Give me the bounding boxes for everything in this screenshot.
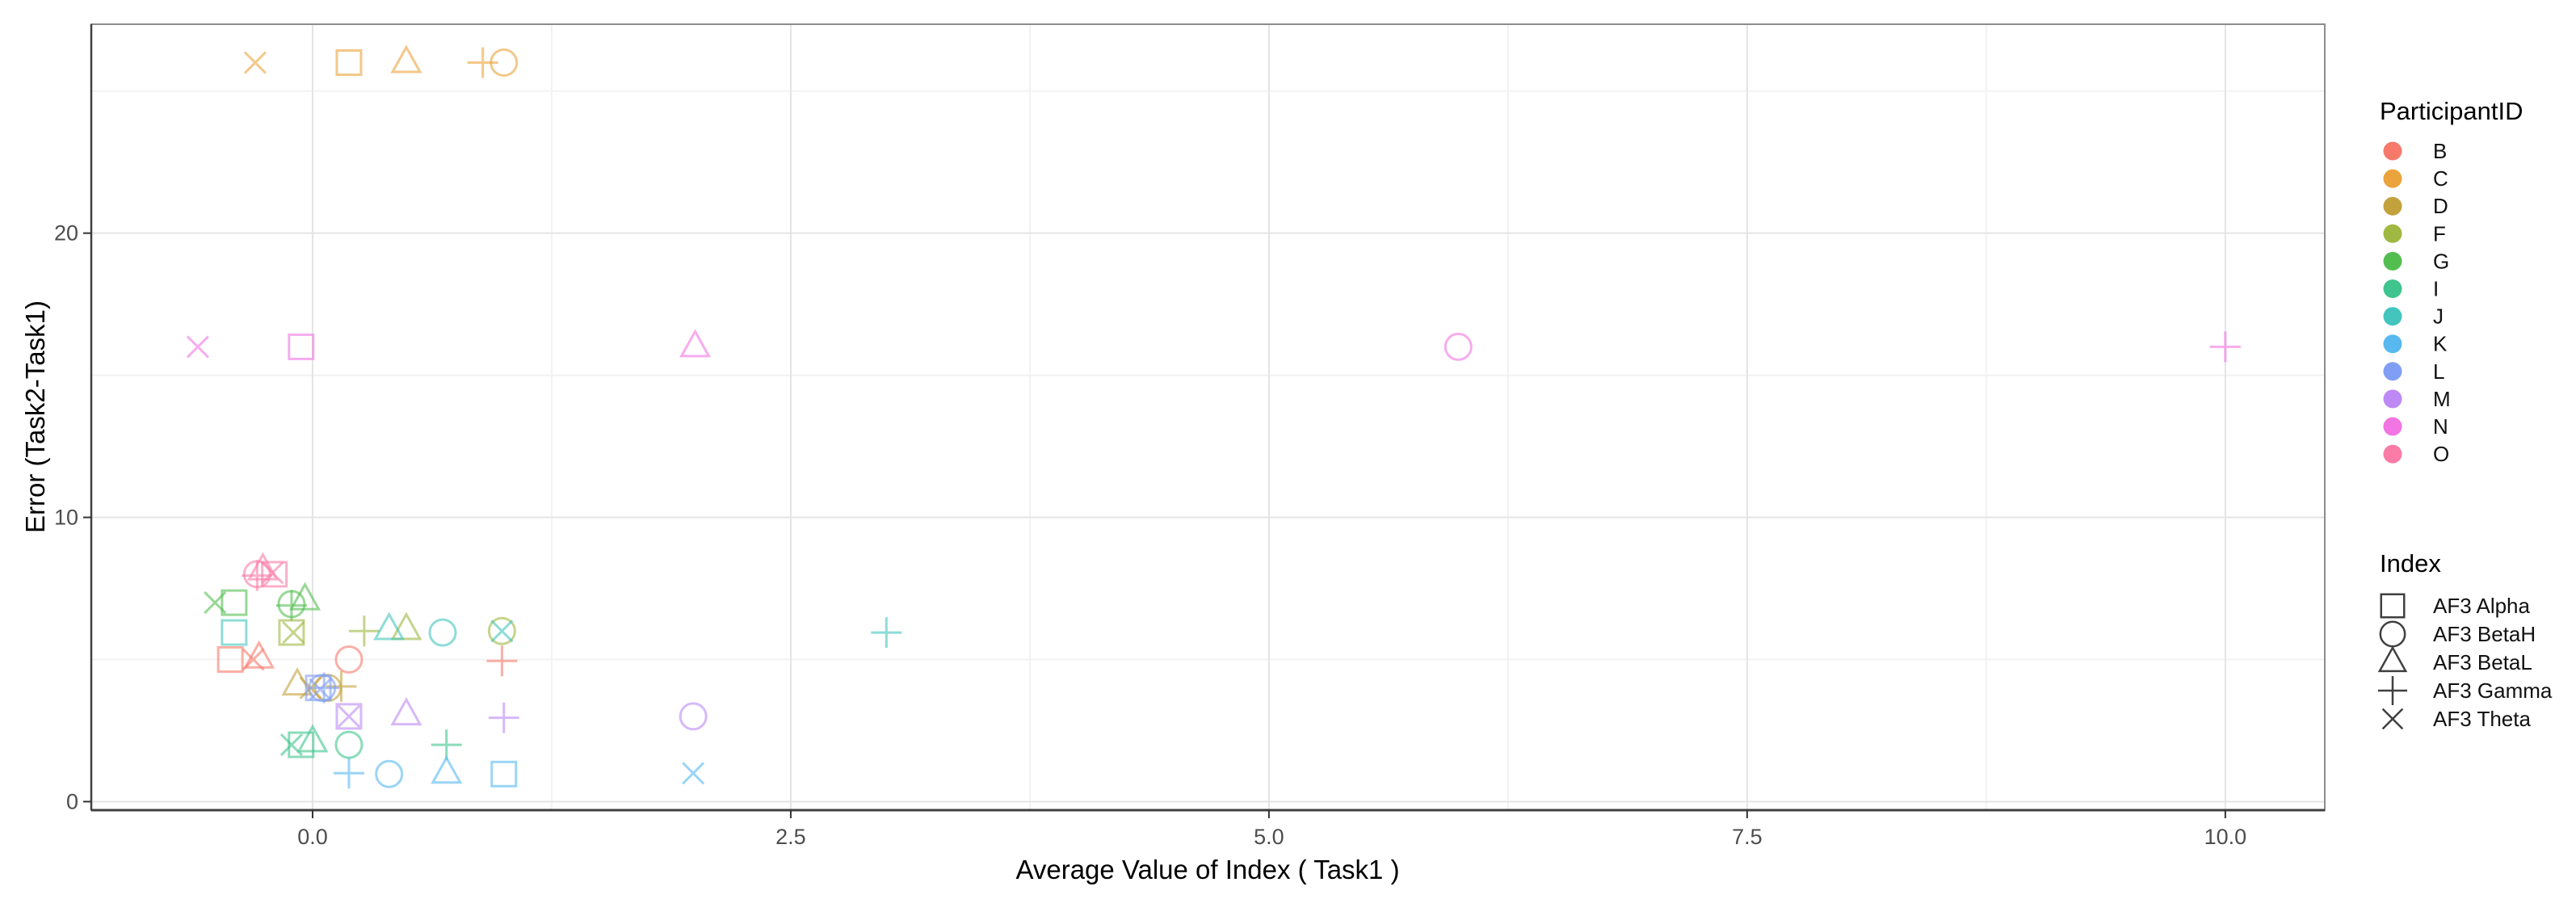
legend-color-swatch (2383, 389, 2402, 409)
data-point (309, 672, 340, 704)
legend-title-index: Index (2380, 549, 2441, 578)
legend-color-label: D (2433, 194, 2448, 218)
x-tick-label: 7.5 (1732, 825, 1763, 849)
legend-title-participant: ParticipantID (2380, 97, 2523, 125)
data-point (335, 49, 363, 77)
data-point (490, 48, 519, 78)
legend-color-label: C (2433, 166, 2448, 191)
data-point (431, 729, 462, 761)
data-point (682, 762, 705, 785)
legend-color-swatch (2383, 279, 2402, 298)
data-point (221, 619, 248, 646)
data-point (467, 47, 498, 78)
data-point (288, 582, 321, 611)
legend-color-swatch (2383, 169, 2402, 188)
legend-color-swatch (2383, 307, 2402, 326)
legend-color-label: F (2433, 221, 2446, 246)
x-tick-label: 2.5 (775, 825, 806, 849)
legend-color-label: N (2433, 414, 2448, 439)
legend-shape-swatch (2377, 675, 2408, 706)
data-point (216, 645, 244, 673)
legend-color-swatch (2383, 334, 2402, 354)
data-point (348, 615, 380, 647)
panel-border (90, 23, 2326, 811)
data-point (334, 730, 363, 759)
data-point (243, 640, 275, 669)
x-axis-title: Average Value of Index ( Task1 ) (1015, 855, 1400, 884)
data-point (243, 51, 267, 74)
data-point (679, 329, 712, 358)
data-point (278, 619, 305, 646)
legend-shape-swatch (2380, 593, 2406, 619)
data-point (375, 759, 404, 788)
legend-shape-swatch (2377, 645, 2408, 673)
data-point (288, 731, 315, 758)
legend-color-label: K (2433, 332, 2448, 356)
data-point (490, 620, 514, 643)
legend-color-swatch (2383, 417, 2402, 436)
x-tick-label: 10.0 (2204, 825, 2247, 849)
data-point (275, 590, 307, 621)
legend-color-label: M (2433, 387, 2451, 411)
data-point (390, 44, 422, 74)
data-point (282, 621, 305, 645)
data-point (431, 755, 463, 784)
data-point (337, 704, 361, 728)
legend-color-label: G (2433, 249, 2449, 273)
data-point (390, 611, 422, 641)
data-point (487, 616, 516, 645)
y-tick-label: 10 (54, 506, 78, 530)
data-point (679, 702, 708, 731)
legend-color-swatch (2383, 444, 2402, 464)
data-point (335, 703, 363, 730)
data-point (186, 335, 209, 359)
legend-shape-label: AF3 Theta (2433, 707, 2531, 731)
y-axis-title: Error (Task2-Task1) (20, 300, 50, 533)
data-point (871, 617, 902, 649)
y-tick-label: 20 (54, 221, 78, 246)
legend-shape-label: AF3 BetaL (2433, 650, 2532, 674)
legend-shape-swatch (2381, 708, 2404, 730)
data-point (373, 611, 406, 641)
legend-color-label: L (2433, 359, 2444, 384)
legend-color-swatch (2383, 362, 2402, 381)
data-point (1443, 332, 1473, 361)
data-point (288, 333, 315, 360)
legend-color-swatch (2383, 224, 2402, 243)
data-point (221, 589, 248, 616)
legend-color-swatch (2383, 251, 2402, 271)
legend-color-label: J (2433, 305, 2444, 329)
data-point (261, 561, 288, 588)
data-point (309, 678, 332, 701)
legend-color-label: I (2433, 277, 2439, 301)
data-point (490, 760, 518, 788)
legend-color-swatch (2383, 196, 2402, 216)
data-point (390, 697, 422, 726)
data-point (296, 724, 329, 753)
legend-shape-label: AF3 BetaH (2433, 622, 2536, 646)
data-point (488, 702, 519, 733)
data-point (261, 561, 284, 585)
legend-color-label: B (2433, 139, 2447, 163)
data-point (428, 618, 457, 647)
legend-color-label: O (2433, 442, 2449, 466)
y-tick-label: 0 (66, 789, 78, 813)
x-tick-label: 5.0 (1254, 825, 1284, 849)
x-tick-label: 0.0 (297, 825, 328, 849)
data-point (334, 645, 363, 674)
legend-shape-label: AF3 Alpha (2433, 594, 2531, 618)
data-point (2209, 331, 2241, 363)
legend-color-swatch (2383, 141, 2402, 161)
legend-shape-label: AF3 Gamma (2433, 678, 2553, 703)
data-point (333, 758, 364, 789)
legend-shape-swatch (2379, 620, 2406, 648)
data-point (486, 645, 518, 677)
